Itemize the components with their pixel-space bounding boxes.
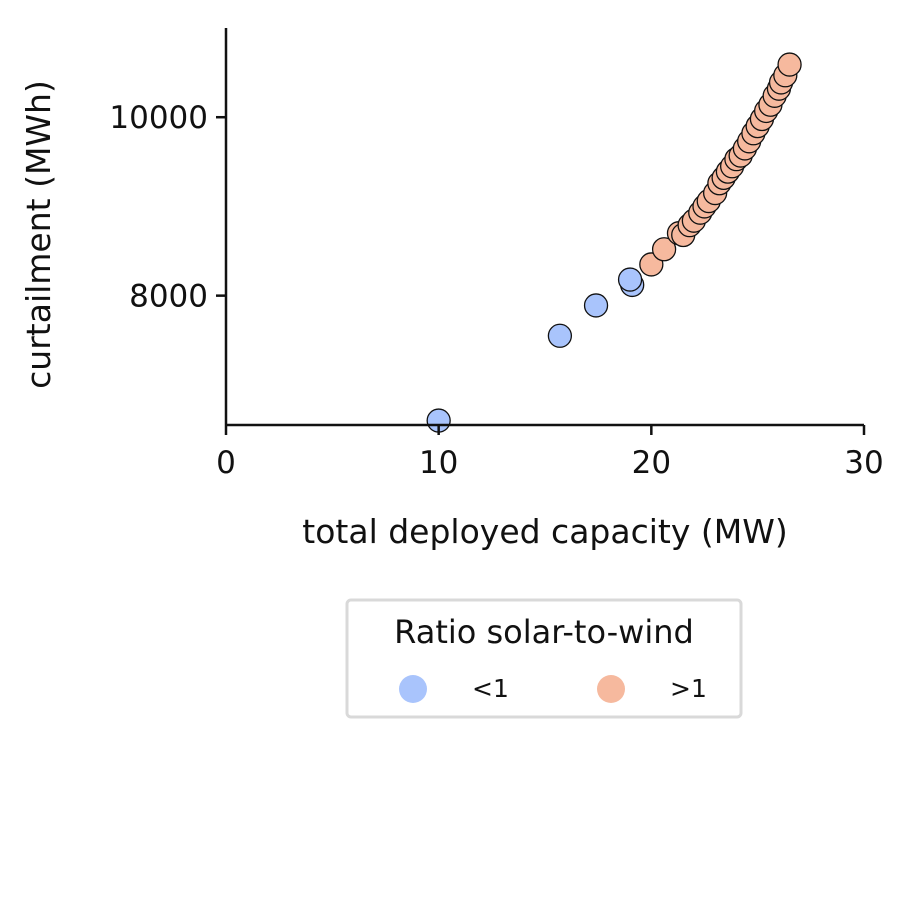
y-ticks: 8000 10000 [109, 100, 226, 315]
x-tick-label: 30 [844, 445, 883, 481]
points-layer [426, 52, 802, 433]
y-axis-title: curtailment (MWh) [19, 80, 58, 389]
legend-marker-less-than-1 [399, 675, 427, 703]
legend-label-less-than-1: <1 [472, 674, 509, 703]
data-point-ratio-less-than-1 [547, 323, 573, 348]
legend-title: Ratio solar-to-wind [394, 613, 694, 651]
x-tick-label: 10 [419, 445, 458, 481]
x-axis-title: total deployed capacity (MW) [302, 512, 787, 551]
x-ticks: 0 10 20 30 [216, 425, 884, 481]
data-point-ratio-less-than-1 [617, 267, 643, 292]
legend-frame [345, 598, 743, 719]
x-tick-label: 20 [632, 445, 671, 481]
data-point-ratio-less-than-1 [583, 293, 609, 318]
legend-label-greater-than-1: >1 [670, 674, 707, 703]
data-point-ratio-greater-than-1 [651, 237, 677, 262]
legend: Ratio solar-to-wind <1 >1 [345, 598, 743, 719]
y-tick-label: 10000 [109, 100, 208, 136]
legend-marker-greater-than-1 [597, 675, 625, 703]
data-point-ratio-greater-than-1 [777, 52, 802, 77]
y-tick-label: 8000 [129, 279, 208, 315]
x-tick-label: 0 [216, 445, 236, 481]
